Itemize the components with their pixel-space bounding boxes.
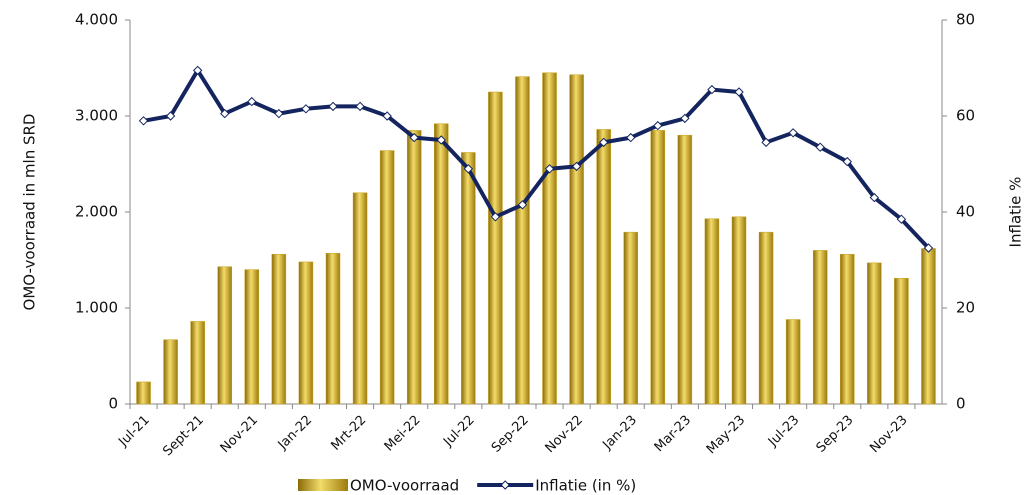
marker xyxy=(734,87,744,97)
x-tick-label: Mei-22 xyxy=(382,413,424,455)
x-tick-label: Nov-22 xyxy=(543,413,586,456)
marker xyxy=(923,243,934,253)
bar xyxy=(785,319,801,405)
y2-tick-label: 0 xyxy=(956,395,966,413)
marker xyxy=(517,200,528,210)
bar xyxy=(921,248,936,405)
marker xyxy=(842,156,852,167)
bar xyxy=(677,134,693,405)
bar xyxy=(867,262,882,405)
bar xyxy=(217,266,232,405)
x-tick-label: Nov-23 xyxy=(867,413,910,456)
bar xyxy=(190,321,205,405)
marker xyxy=(544,164,555,174)
y2-tick-label: 60 xyxy=(956,107,975,125)
legend-label: Inflatie (in %) xyxy=(535,477,636,495)
legend-label: OMO-voorraad xyxy=(350,477,459,495)
marker xyxy=(220,108,230,119)
marker xyxy=(382,111,392,121)
bar xyxy=(515,76,530,405)
legend-marker xyxy=(500,480,510,490)
bar xyxy=(136,381,151,405)
bar xyxy=(812,250,828,405)
bar xyxy=(379,150,395,405)
marker xyxy=(490,212,501,222)
y-tick-label: 3.000 xyxy=(75,107,118,125)
legend-swatch xyxy=(298,479,348,491)
x-tick-label: Jul-21 xyxy=(115,413,152,450)
marker xyxy=(247,96,257,107)
bar xyxy=(542,72,557,405)
bar xyxy=(244,269,260,405)
x-tick-label: Jan-22 xyxy=(275,413,316,454)
y2-axis-label: Inflatie % xyxy=(1007,177,1025,248)
bar xyxy=(569,74,584,405)
bar xyxy=(623,231,638,405)
marker xyxy=(598,137,609,148)
marker xyxy=(626,132,636,143)
marker xyxy=(788,128,798,138)
y-tick-label: 0 xyxy=(108,395,118,413)
marker xyxy=(138,116,149,126)
x-tick-label: Jul-22 xyxy=(440,413,477,450)
y2-tick-label: 80 xyxy=(956,11,975,29)
x-tick-label: May-23 xyxy=(704,413,748,457)
bar xyxy=(488,91,503,405)
marker xyxy=(301,104,311,114)
bar xyxy=(758,231,774,405)
y-tick-label: 2.000 xyxy=(75,203,118,221)
marker xyxy=(274,108,284,119)
y2-tick-label: 20 xyxy=(956,299,975,317)
marker xyxy=(815,142,825,152)
bar xyxy=(894,277,909,405)
bar xyxy=(461,152,476,405)
bar xyxy=(352,192,368,405)
marker xyxy=(436,135,446,145)
y-tick-label: 1.000 xyxy=(75,299,118,317)
x-tick-label: Jul-23 xyxy=(765,413,802,450)
x-tick-label: Jan-23 xyxy=(600,413,641,454)
marker xyxy=(896,214,907,224)
bar xyxy=(840,253,855,405)
bar xyxy=(325,253,341,405)
marker xyxy=(653,120,663,131)
bar xyxy=(434,123,449,405)
bar xyxy=(163,339,178,405)
x-tick-label: Sept-21 xyxy=(160,413,207,460)
marker xyxy=(761,137,771,148)
x-tick-label: Nov-21 xyxy=(218,413,261,456)
legend-item: OMO-voorraad xyxy=(298,477,459,495)
marker xyxy=(165,111,176,121)
bar xyxy=(650,130,666,405)
marker xyxy=(355,101,365,112)
marker xyxy=(869,192,880,203)
x-tick-label: Mar-23 xyxy=(652,413,694,455)
marker xyxy=(409,132,419,143)
marker xyxy=(707,84,717,95)
marker xyxy=(571,161,582,172)
marker xyxy=(463,164,474,174)
x-tick-label: Sep-23 xyxy=(814,413,857,456)
marker xyxy=(680,113,690,124)
x-tick-label: Sep-22 xyxy=(489,413,532,456)
bar xyxy=(731,216,747,405)
bar xyxy=(406,130,422,405)
y2-tick-label: 40 xyxy=(956,203,975,221)
marker xyxy=(192,65,203,76)
x-tick-label: Mrt-22 xyxy=(328,413,369,454)
line xyxy=(143,68,930,250)
legend-item: Inflatie (in %) xyxy=(477,477,636,495)
y-tick-label: 4.000 xyxy=(75,11,118,29)
bar xyxy=(704,218,720,405)
y-axis-label: OMO-voorraad in mln SRD xyxy=(21,114,39,311)
bar xyxy=(298,261,314,405)
bar xyxy=(596,129,611,405)
marker xyxy=(328,101,338,112)
bar xyxy=(271,253,287,405)
